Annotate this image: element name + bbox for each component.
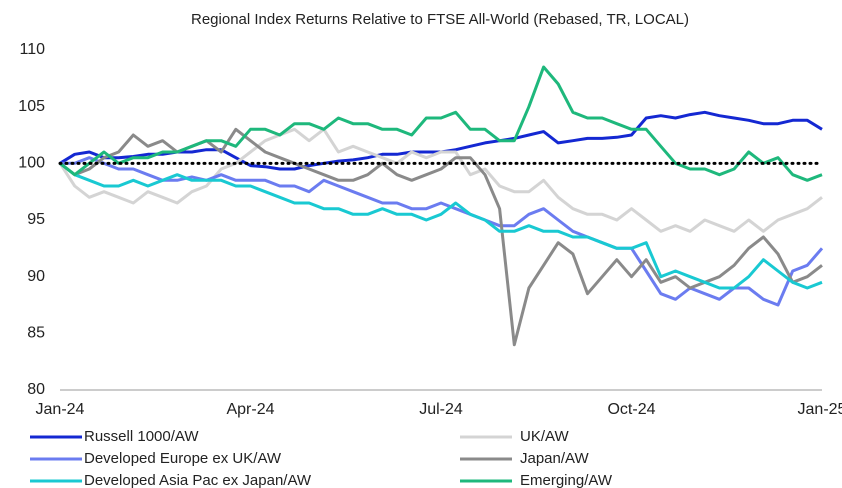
legend-label: Developed Europe ex UK/AW [84, 450, 282, 467]
legend-label: Developed Asia Pac ex Japan/AW [84, 472, 312, 488]
legend-label: Emerging/AW [520, 472, 613, 488]
chart-title: Regional Index Returns Relative to FTSE … [191, 11, 689, 28]
y-tick-label: 80 [27, 381, 45, 398]
series-line [59, 127, 823, 347]
series-line [59, 65, 823, 182]
y-tick-label: 100 [18, 155, 45, 172]
series-line [58, 127, 823, 233]
y-tick-label: 90 [27, 268, 45, 285]
series-line [59, 110, 823, 171]
x-tick-label: Jul-24 [419, 401, 463, 418]
x-tick-label: Apr-24 [226, 401, 274, 418]
x-tick-label: Oct-24 [607, 401, 655, 418]
x-tick-label: Jan-24 [36, 401, 85, 418]
legend-label: UK/AW [520, 428, 569, 445]
legend-label: Japan/AW [520, 450, 589, 467]
y-tick-label: 85 [27, 325, 45, 342]
legend-label: Russell 1000/AW [84, 428, 199, 445]
y-tick-label: 95 [27, 211, 45, 228]
y-tick-label: 110 [19, 41, 45, 58]
series-line [59, 162, 823, 290]
y-tick-label: 105 [18, 98, 45, 115]
x-tick-label: Jan-25 [798, 401, 842, 418]
